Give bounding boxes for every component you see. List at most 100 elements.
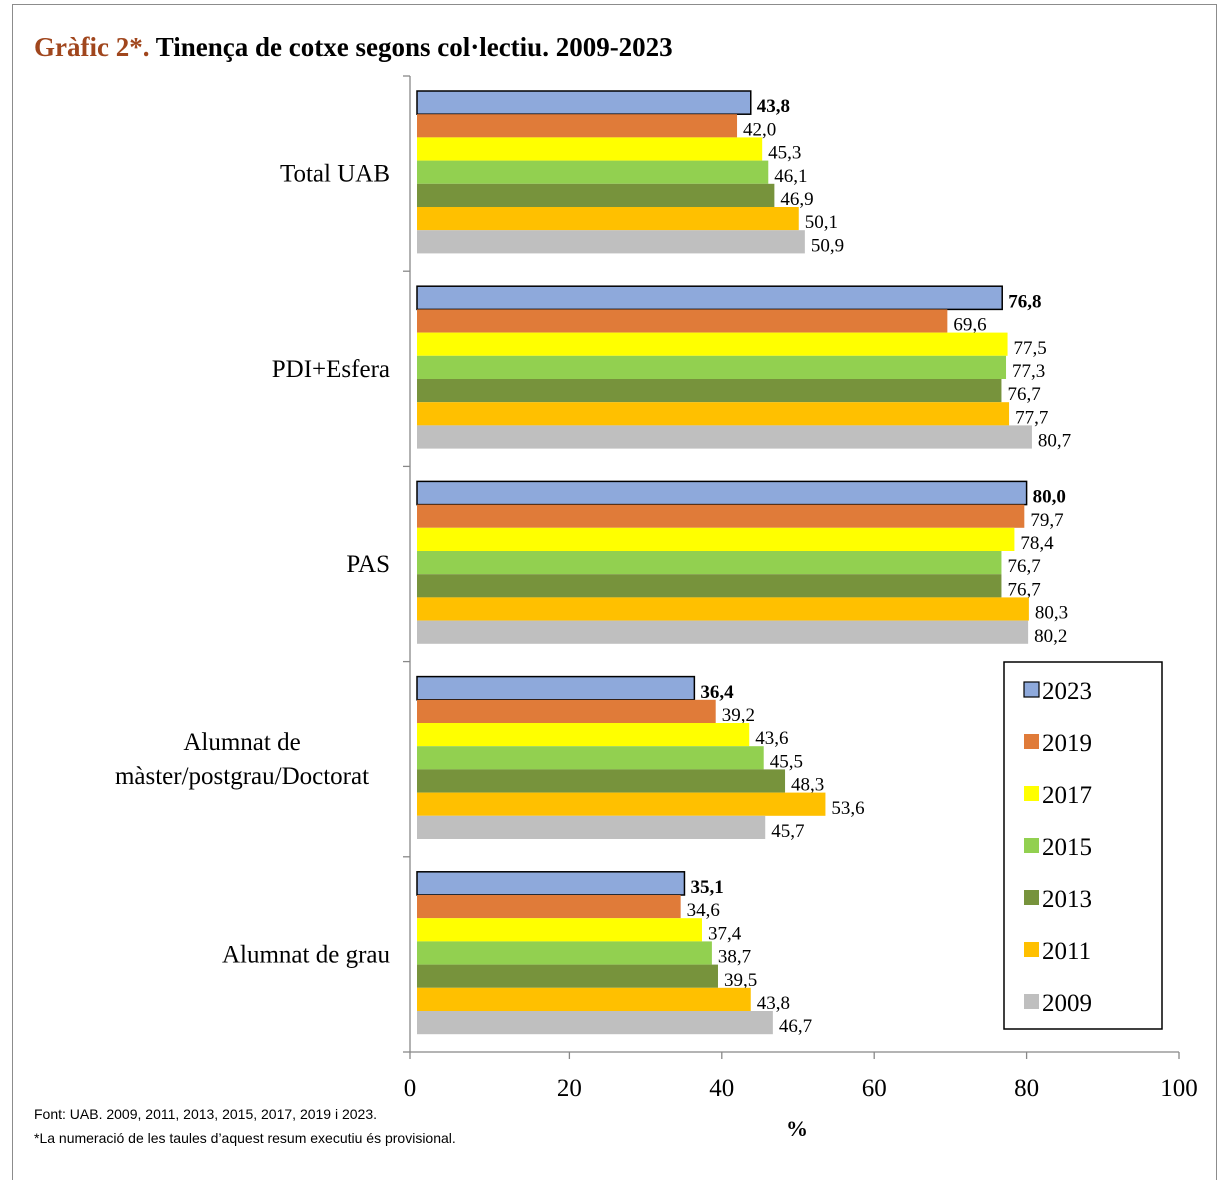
chart-frame <box>12 4 1217 1180</box>
data-label-2009-2: 80,2 <box>1034 626 1067 647</box>
data-label-2019-3: 39,2 <box>722 705 755 726</box>
bar-2015-0 <box>417 160 769 184</box>
data-label-2017-2: 78,4 <box>1020 533 1054 554</box>
legend-swatch-2017 <box>1024 786 1039 801</box>
data-label-2013-4: 39,5 <box>724 970 757 991</box>
category-label-line: màster/postgrau/Doctorat <box>115 763 369 790</box>
bar-2023-4 <box>416 871 686 896</box>
bar-2013-3 <box>417 769 786 793</box>
bar-2011-1 <box>417 402 1010 426</box>
bar-2013-4 <box>417 964 718 988</box>
bar-2019-2 <box>417 504 1025 528</box>
category-label-line: Alumnat de <box>183 729 300 756</box>
legend-label-2011: 2011 <box>1042 938 1091 965</box>
data-label-2023-1: 76,8 <box>1008 291 1041 312</box>
bar-2019-1 <box>417 309 948 333</box>
bar-2009-1 <box>417 425 1032 449</box>
bar-2015-4 <box>417 941 712 965</box>
legend-swatch-2009 <box>1024 994 1039 1009</box>
data-label-2013-3: 48,3 <box>791 775 824 796</box>
data-label-2019-4: 34,6 <box>687 900 720 921</box>
data-label-2019-1: 69,6 <box>953 315 986 336</box>
category-label-line: Total UAB <box>280 161 390 188</box>
bar-2015-3 <box>417 746 764 770</box>
bar-2023-0 <box>416 90 752 115</box>
data-label-2011-0: 50,1 <box>805 212 838 233</box>
data-label-2023-2: 80,0 <box>1033 487 1066 508</box>
bar-2019-4 <box>417 895 681 919</box>
bar-2009-2 <box>417 620 1029 644</box>
data-label-2019-0: 42,0 <box>743 119 776 140</box>
bar-2017-3 <box>417 723 750 747</box>
legend-label-2019: 2019 <box>1042 730 1092 757</box>
data-label-2013-0: 46,9 <box>780 189 813 210</box>
data-label-2011-4: 43,8 <box>757 993 790 1014</box>
bar-2011-3 <box>417 792 826 816</box>
bar-2011-0 <box>417 207 799 231</box>
data-label-2017-1: 77,5 <box>1014 338 1047 359</box>
data-label-2015-4: 38,7 <box>718 947 751 968</box>
data-label-2017-3: 43,6 <box>755 728 788 749</box>
x-tick-label-100: 100 <box>1160 1075 1198 1102</box>
bar-2019-3 <box>417 699 716 723</box>
bar-2013-1 <box>417 379 1002 403</box>
bar-2009-0 <box>417 230 805 254</box>
category-label-2: PAS <box>346 551 390 578</box>
bar-2017-4 <box>417 918 702 942</box>
bar-2009-3 <box>417 815 766 839</box>
provisional-footnote: *La numeració de les taules d’aquest res… <box>34 1130 456 1146</box>
category-label-line: Alumnat de grau <box>222 941 391 968</box>
category-label-4: Alumnat de grau <box>222 941 391 968</box>
chart-title-text: Tinença de cotxe segons col·lectiu. 2009… <box>149 32 673 62</box>
data-label-2009-3: 45,7 <box>771 821 804 842</box>
legend-label-2015: 2015 <box>1042 834 1092 861</box>
data-label-2015-3: 45,5 <box>770 751 803 772</box>
category-label-1: PDI+Esfera <box>272 356 390 383</box>
x-tick-label-0: 0 <box>404 1075 417 1102</box>
category-label-line: PAS <box>346 551 390 578</box>
data-label-2023-3: 36,4 <box>700 682 734 703</box>
data-label-2017-0: 45,3 <box>768 143 801 164</box>
bar-2023-1 <box>416 285 1003 311</box>
x-tick-label-20: 20 <box>557 1075 582 1102</box>
x-tick-label-80: 80 <box>1014 1075 1039 1102</box>
category-label-0: Total UAB <box>280 161 390 188</box>
legend-swatch-2013 <box>1024 890 1039 905</box>
bar-2017-1 <box>417 332 1008 356</box>
x-axis-title: % <box>786 1116 808 1141</box>
bar-2011-4 <box>417 987 751 1011</box>
legend-swatch-2019 <box>1024 734 1039 749</box>
data-label-2009-1: 80,7 <box>1038 431 1071 452</box>
bar-2017-2 <box>417 527 1015 551</box>
bar-2017-0 <box>417 137 763 161</box>
data-label-2009-4: 46,7 <box>779 1016 812 1037</box>
data-label-2013-1: 76,7 <box>1007 384 1040 405</box>
legend-label-2009: 2009 <box>1042 990 1092 1017</box>
data-label-2015-0: 46,1 <box>774 166 807 187</box>
legend-swatch-2015 <box>1024 838 1039 853</box>
legend-label-2013: 2013 <box>1042 886 1092 913</box>
bar-2023-3 <box>416 675 696 701</box>
legend-label-2023: 2023 <box>1042 678 1092 705</box>
data-label-2023-0: 43,8 <box>757 96 790 117</box>
bar-2011-2 <box>417 597 1029 621</box>
category-label-3: Alumnat de màster/postgrau/Doctorat <box>115 729 369 790</box>
bar-2015-2 <box>417 551 1002 575</box>
data-label-2013-2: 76,7 <box>1007 579 1040 600</box>
x-tick-label-40: 40 <box>709 1075 734 1102</box>
data-label-2011-3: 53,6 <box>831 798 864 819</box>
legend-label-2017: 2017 <box>1042 782 1092 809</box>
data-label-2017-4: 37,4 <box>708 923 742 944</box>
data-label-2023-4: 35,1 <box>690 877 723 898</box>
bar-2013-0 <box>417 183 775 207</box>
x-tick-label-60: 60 <box>862 1075 887 1102</box>
chart-title: Gràfic 2*. Tinença de cotxe segons col·l… <box>34 32 673 63</box>
data-label-2015-1: 77,3 <box>1012 361 1045 382</box>
category-label-line: PDI+Esfera <box>272 356 390 383</box>
bar-2015-1 <box>417 355 1007 379</box>
data-label-2015-2: 76,7 <box>1007 556 1040 577</box>
bar-2009-4 <box>417 1011 773 1035</box>
chart-title-prefix: Gràfic 2*. <box>34 32 150 62</box>
bar-2019-0 <box>417 114 738 138</box>
